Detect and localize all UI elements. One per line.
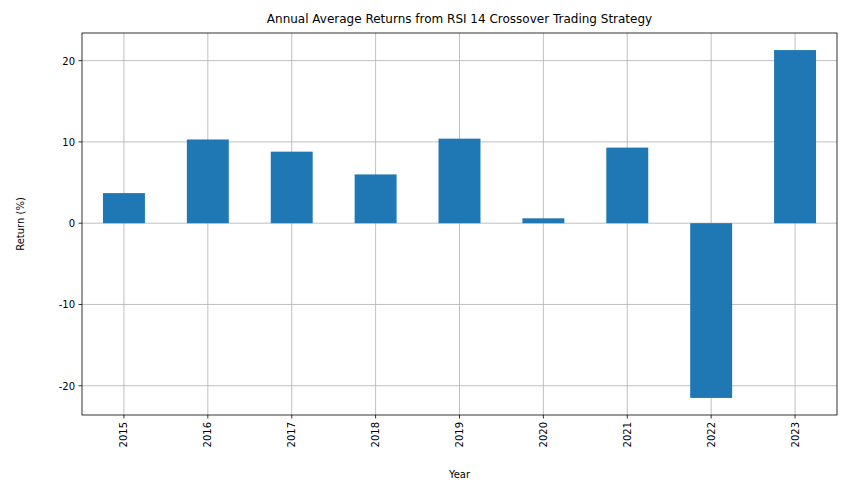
tick-mark [79,304,83,305]
tick-mark [711,415,712,419]
y-axis-label: Return (%) [15,197,26,251]
tick-mark [375,415,376,419]
tick-mark [627,415,628,419]
tick-label: 2016 [202,422,213,447]
grid-line [375,33,376,415]
tick-label: 2023 [790,422,801,447]
grid-line [459,33,460,415]
grid-line [207,33,208,415]
tick-label: 2018 [370,422,381,447]
chart: -20 -10 0 10 20 2015 2016 2017 2018 2019 2020 2021 2… [0,0,853,491]
tick-mark [291,415,292,419]
plot-frame [82,33,837,415]
tick-label: 10 [62,137,75,148]
tick-mark [207,415,208,419]
tick-label: 2015 [118,422,129,447]
tick-mark [79,223,83,224]
tick-mark [543,415,544,419]
bar [103,193,145,223]
tick-mark [79,60,83,61]
tick-mark [123,415,124,419]
grid-line [543,33,544,415]
tick-label: -10 [59,299,75,310]
tick-label: 20 [62,56,75,67]
tick-mark [79,385,83,386]
tick-label: 2017 [286,422,297,447]
bar [606,148,648,224]
bar [271,152,313,224]
tick-label: 0 [69,218,75,229]
bar [774,50,816,223]
bars [103,50,816,398]
tick-label: -20 [59,381,75,392]
tick-label: 2022 [706,422,717,447]
tick-label: 2021 [622,422,633,447]
grid-line [291,33,292,415]
bar [355,174,397,223]
bar [522,218,564,223]
grid-line [123,33,124,415]
tick-mark [79,141,83,142]
x-axis-label: Year [448,469,471,480]
title: Annual Average Returns from RSI 14 Cross… [267,12,652,26]
bar [439,139,481,224]
bar [187,139,229,223]
grid [82,33,837,415]
tick-mark [459,415,460,419]
grid-line [627,33,628,415]
tick-label: 2019 [454,422,465,447]
tick-label: 2020 [538,422,549,447]
bar [690,223,732,398]
tick-mark [795,415,796,419]
